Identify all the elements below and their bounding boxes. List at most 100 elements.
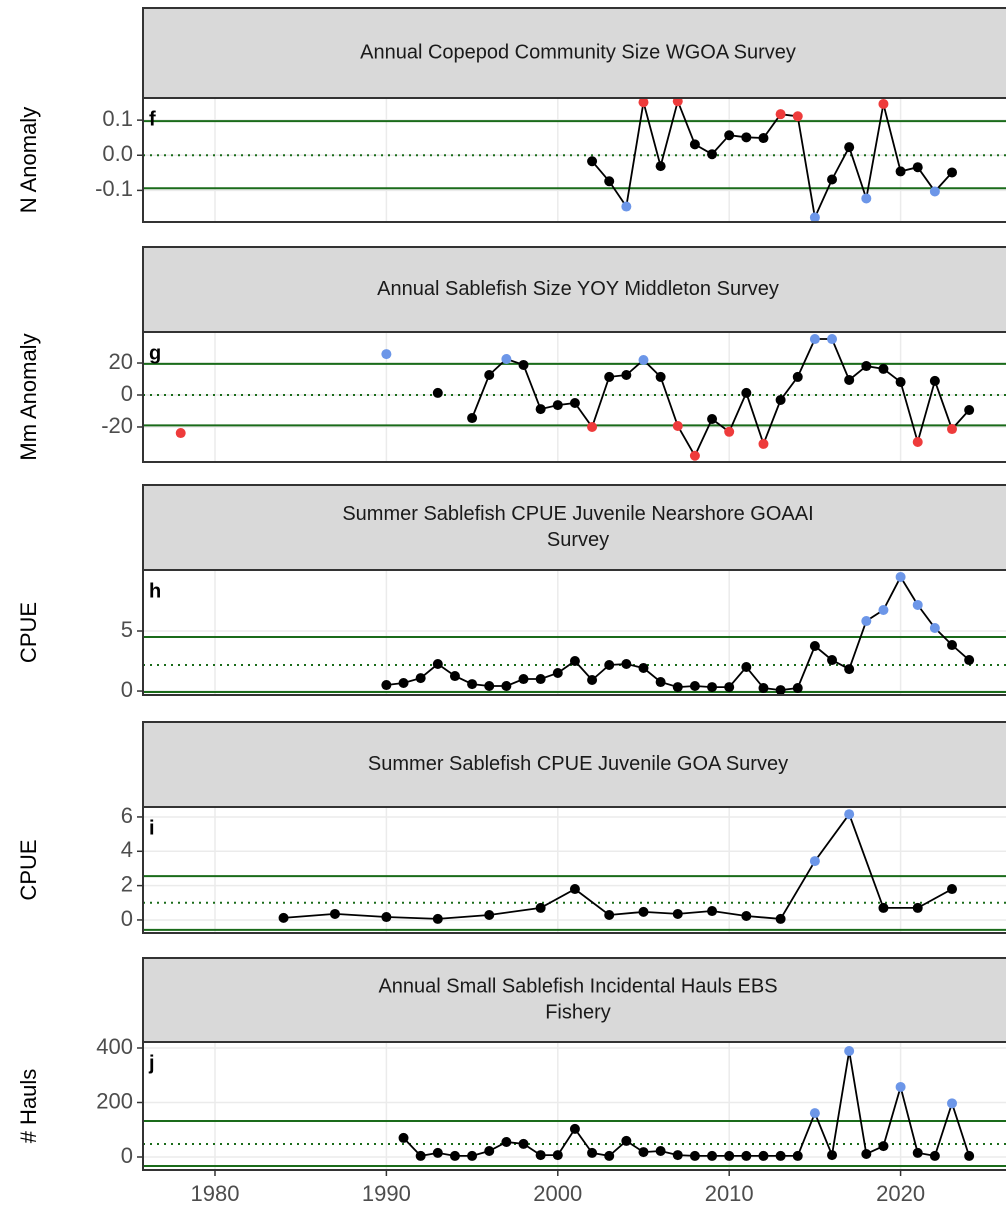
data-point bbox=[604, 1150, 615, 1161]
data-point bbox=[432, 913, 443, 924]
data-point bbox=[741, 911, 752, 922]
data-point bbox=[724, 426, 735, 437]
data-point bbox=[587, 421, 598, 432]
x-tick-label: 2020 bbox=[876, 1181, 925, 1206]
y-tick-label: 0.1 bbox=[102, 106, 133, 131]
data-point bbox=[741, 132, 752, 143]
y-tick-label: 0 bbox=[121, 906, 133, 931]
data-point bbox=[775, 394, 786, 405]
data-point bbox=[929, 186, 940, 197]
data-point bbox=[947, 167, 958, 178]
data-point bbox=[844, 374, 855, 385]
data-point bbox=[809, 334, 820, 345]
data-point bbox=[587, 674, 598, 685]
data-point bbox=[707, 906, 718, 917]
data-point bbox=[895, 571, 906, 582]
data-line bbox=[283, 812, 953, 920]
data-point bbox=[878, 902, 889, 913]
data-point bbox=[912, 437, 923, 448]
data-point bbox=[912, 162, 923, 173]
panel-background bbox=[143, 98, 1006, 222]
data-point bbox=[175, 428, 186, 439]
data-point bbox=[792, 683, 803, 694]
data-point bbox=[809, 641, 820, 652]
panel-letter: h bbox=[149, 580, 161, 602]
data-point bbox=[912, 902, 923, 913]
data-point bbox=[827, 174, 838, 185]
y-tick-label: -0.1 bbox=[95, 176, 133, 201]
strip-title: Annual Copepod Community Size WGOA Surve… bbox=[360, 41, 796, 63]
y-tick-label: 400 bbox=[96, 1034, 133, 1059]
data-point bbox=[775, 1150, 786, 1161]
panel-background bbox=[143, 1042, 1006, 1170]
data-point bbox=[535, 404, 546, 415]
data-point bbox=[467, 1150, 478, 1161]
data-point bbox=[484, 909, 495, 920]
data-point bbox=[415, 1150, 426, 1161]
data-point bbox=[947, 640, 958, 651]
data-point bbox=[724, 130, 735, 141]
data-point bbox=[552, 1150, 563, 1161]
data-point bbox=[707, 149, 718, 160]
data-point bbox=[895, 1081, 906, 1092]
strip bbox=[142, 721, 1006, 808]
data-point bbox=[398, 677, 409, 688]
data-point bbox=[329, 908, 340, 919]
data-point bbox=[535, 902, 546, 913]
data-point bbox=[518, 359, 529, 370]
data-point bbox=[792, 111, 803, 122]
data-point bbox=[741, 387, 752, 398]
data-point bbox=[569, 1123, 580, 1134]
data-point bbox=[827, 655, 838, 666]
data-point bbox=[432, 387, 443, 398]
data-point bbox=[484, 1146, 495, 1157]
data-point bbox=[689, 1150, 700, 1161]
data-point bbox=[878, 1141, 889, 1152]
x-tick-label: 2010 bbox=[705, 1181, 754, 1206]
x-tick-label: 1990 bbox=[362, 1181, 411, 1206]
y-axis-title: # Hauls bbox=[16, 1069, 41, 1144]
y-tick-label: 5 bbox=[121, 617, 133, 642]
data-point bbox=[604, 659, 615, 670]
data-point bbox=[655, 1146, 666, 1157]
data-point bbox=[449, 1150, 460, 1161]
data-point bbox=[638, 1147, 649, 1158]
data-point bbox=[552, 400, 563, 411]
data-point bbox=[758, 133, 769, 144]
data-point bbox=[398, 1132, 409, 1143]
strip-title: Summer Sablefish CPUE Juvenile Nearshore… bbox=[342, 503, 813, 525]
y-axis-title: Mm Anomaly bbox=[16, 333, 41, 460]
data-point bbox=[758, 683, 769, 694]
data-point bbox=[929, 1150, 940, 1161]
data-point bbox=[707, 413, 718, 424]
data-point bbox=[672, 1150, 683, 1161]
data-point bbox=[707, 682, 718, 693]
data-point bbox=[604, 176, 615, 187]
data-point bbox=[895, 377, 906, 388]
y-axis-title: CPUE bbox=[16, 839, 41, 900]
y-tick-label: 0 bbox=[121, 677, 133, 702]
y-tick-label: 0 bbox=[121, 1143, 133, 1168]
data-point bbox=[689, 680, 700, 691]
data-point bbox=[278, 912, 289, 923]
data-point bbox=[672, 682, 683, 693]
data-point bbox=[518, 1138, 529, 1149]
panel-letter: j bbox=[148, 1052, 155, 1074]
data-point bbox=[501, 1137, 512, 1148]
panel-background bbox=[143, 570, 1006, 695]
data-point bbox=[672, 908, 683, 919]
data-point bbox=[827, 334, 838, 345]
strip bbox=[142, 957, 1006, 1043]
data-point bbox=[689, 450, 700, 461]
data-line bbox=[591, 98, 953, 221]
data-point bbox=[432, 659, 443, 670]
data-point bbox=[501, 354, 512, 365]
data-point bbox=[861, 1149, 872, 1160]
data-point bbox=[878, 98, 889, 109]
data-point bbox=[569, 884, 580, 895]
strip-title: Survey bbox=[547, 529, 609, 551]
data-point bbox=[758, 1150, 769, 1161]
data-point bbox=[604, 371, 615, 382]
data-point bbox=[415, 673, 426, 684]
data-point bbox=[432, 1147, 443, 1158]
